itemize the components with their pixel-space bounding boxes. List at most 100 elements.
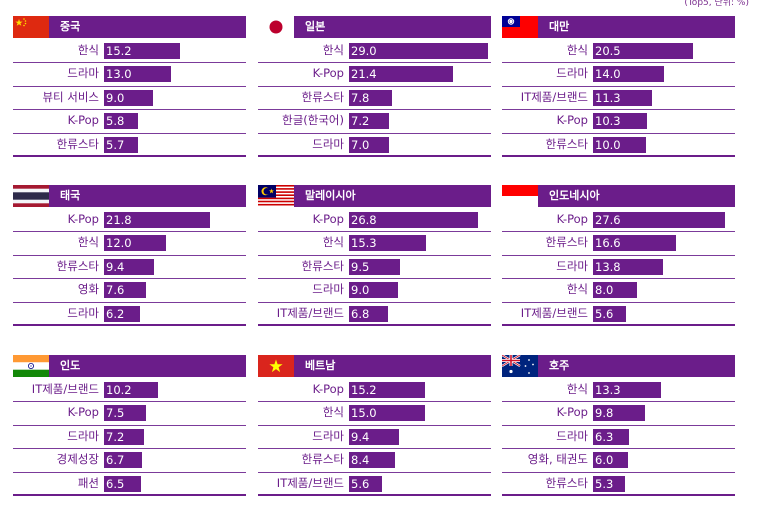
panel-title: 베트남 — [305, 359, 336, 372]
panel-header: 일본 — [258, 16, 491, 38]
value-label: 9.8 — [595, 406, 614, 421]
bar — [104, 235, 166, 252]
bar-row: 한류스타 5.7 — [13, 134, 246, 157]
bar — [104, 428, 145, 445]
value-label: 5.6 — [351, 476, 370, 491]
value-label: 6.0 — [595, 453, 614, 468]
value-label: 8.0 — [595, 283, 614, 298]
bar-row: 한류스타 9.5 — [258, 256, 491, 280]
panel-title: 말레이시아 — [305, 189, 356, 202]
category-label: IT제품/브랜드 — [276, 475, 344, 490]
bar — [349, 212, 478, 228]
thailand-flag-icon — [13, 185, 49, 207]
category-label: 한식 — [566, 43, 588, 57]
bar-row: 한류스타 7.8 — [258, 87, 491, 111]
bar — [349, 475, 383, 492]
value-label: 6.3 — [595, 429, 614, 444]
bar — [349, 405, 425, 422]
category-label: 한류스타 — [301, 452, 344, 467]
bar-row: 영화, 태권도 6.0 — [502, 449, 735, 473]
value-label: 5.8 — [106, 114, 125, 129]
value-label: 10.0 — [595, 137, 621, 152]
bar-row: 드라마 9.4 — [258, 426, 491, 450]
category-label: 영화 — [77, 282, 99, 297]
bar-row: 한식 13.3 — [502, 379, 735, 403]
value-label: 6.5 — [106, 476, 125, 491]
bar — [349, 282, 398, 299]
panel-thailand: 태국 K-Pop 21.8 한식 12.0 한류스타 9.4 영화 7.6 드라마 6.2 — [13, 185, 246, 330]
value-label: 5.7 — [106, 137, 125, 152]
value-label: 7.6 — [106, 283, 125, 298]
category-label: 한류스타 — [301, 258, 344, 273]
bar-row: K-Pop 26.8 — [258, 209, 491, 233]
value-label: 10.2 — [106, 383, 132, 397]
category-label: 한식 — [77, 43, 99, 57]
value-label: 7.2 — [351, 114, 370, 129]
panel-india: 인도 IT제품/브랜드 10.2 K-Pop 7.5 드라마 7.2 경제성장 6.7 패션 6.… — [13, 355, 246, 500]
bar-row: K-Pop 15.2 — [258, 379, 491, 403]
bar — [104, 452, 143, 469]
bar — [593, 113, 648, 130]
value-label: 29.0 — [351, 44, 377, 58]
malaysia-flag-icon — [258, 185, 294, 207]
value-label: 15.0 — [351, 406, 377, 421]
bar-rows: K-Pop 15.2 한식 15.0 드라마 9.4 한류스타 8.4 IT제품/브랜드 5.6 — [258, 379, 491, 496]
value-label: 13.8 — [595, 259, 621, 274]
value-label: 9.4 — [106, 259, 125, 274]
panel-header: 베트남 — [258, 355, 491, 377]
category-label: IT제품/브랜드 — [520, 89, 588, 104]
bar — [349, 113, 390, 130]
bar — [104, 43, 181, 59]
category-label: IT제품/브랜드 — [520, 305, 588, 320]
category-label: 한글(한국어) — [282, 113, 344, 128]
category-label: 드라마 — [312, 282, 344, 297]
bar — [349, 382, 426, 398]
unit-note: (Top5, 단위: %) — [684, 0, 749, 8]
panel-header: 인도 — [13, 355, 246, 377]
value-label: 10.3 — [595, 114, 621, 129]
bar — [593, 282, 637, 299]
bar — [593, 235, 676, 252]
bar — [104, 405, 146, 422]
category-label: K-Pop — [556, 113, 588, 128]
bar-row: 한류스타 9.4 — [13, 256, 246, 280]
category-label: 드라마 — [556, 66, 588, 81]
bar-row: 한식 15.2 — [13, 40, 246, 64]
category-label: 한류스타 — [545, 475, 588, 490]
panel-indonesia: 인도네시아 K-Pop 27.6 한류스타 16.6 드라마 13.8 한식 8.0 IT제품/… — [502, 185, 735, 330]
category-label: K-Pop — [312, 382, 344, 396]
value-label: 15.2 — [351, 383, 377, 397]
bar-rows: 한식 20.5 드라마 14.0 IT제품/브랜드 11.3 K-Pop 10.3 한류스타 10… — [502, 40, 735, 157]
panel-japan: 일본 한식 29.0 K-Pop 21.4 한류스타 7.8 한글(한국어) 7.2 드라마 7.… — [258, 16, 491, 161]
value-label: 20.5 — [595, 44, 621, 58]
panel-title: 대만 — [549, 20, 570, 33]
value-label: 13.0 — [106, 67, 132, 82]
bar-row: 한류스타 8.4 — [258, 449, 491, 473]
value-label: 8.4 — [351, 453, 370, 468]
value-label: 9.0 — [106, 90, 125, 105]
category-label: K-Pop — [67, 113, 99, 128]
panel-title: 인도 — [60, 359, 81, 372]
bar-row: 한류스타 16.6 — [502, 232, 735, 256]
category-label: K-Pop — [556, 212, 588, 226]
panel-australia: 호주 한식 13.3 K-Pop 9.8 드라마 6.3 영화, 태권도 6.0 한류스타 5.3 — [502, 355, 735, 500]
value-label: 5.6 — [595, 306, 614, 321]
bar — [349, 258, 400, 275]
panel-malaysia: 말레이시아 K-Pop 26.8 한식 15.3 한류스타 9.5 드라마 9.0 IT제품/브… — [258, 185, 491, 330]
value-label: 6.7 — [106, 453, 125, 468]
panel-china: 중국 한식 15.2 드라마 13.0 뷰티 서비스 9.0 K-Pop 5.8 한류스타 5.7 — [13, 16, 246, 161]
value-label: 16.6 — [595, 236, 621, 251]
category-label: 한류스타 — [301, 89, 344, 104]
bar — [349, 235, 426, 252]
category-label: 경제성장 — [56, 452, 99, 467]
category-label: K-Pop — [556, 405, 588, 420]
bar-row: 영화 7.6 — [13, 279, 246, 303]
bar-row: 드라마 13.0 — [13, 63, 246, 87]
china-flag-icon — [13, 16, 49, 38]
bar-row: 드라마 9.0 — [258, 279, 491, 303]
category-label: 한류스타 — [56, 258, 99, 273]
category-label: K-Pop — [312, 66, 344, 81]
bar-rows: K-Pop 21.8 한식 12.0 한류스타 9.4 영화 7.6 드라마 6.2 — [13, 209, 246, 326]
bar-row: 드라마 6.2 — [13, 303, 246, 326]
taiwan-flag-icon — [502, 16, 538, 38]
